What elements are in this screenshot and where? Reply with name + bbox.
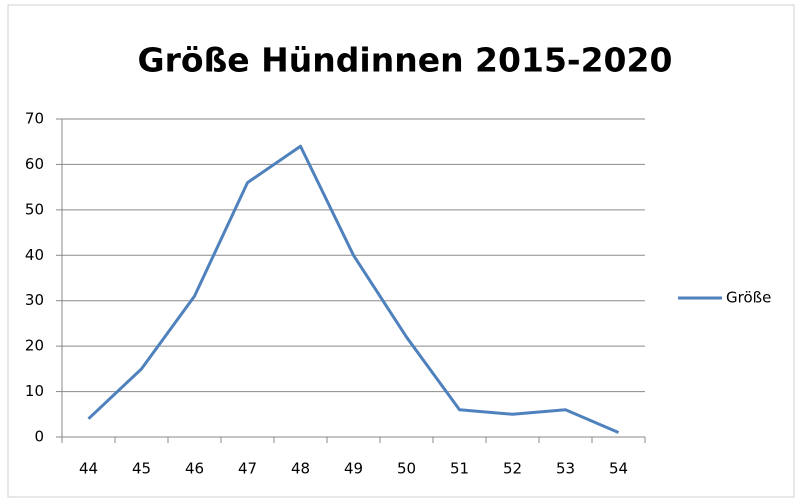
- x-tick-label: 51: [450, 460, 469, 478]
- x-tick-label: 53: [556, 460, 575, 478]
- y-tick-label: 10: [25, 382, 44, 400]
- y-tick-label: 0: [34, 428, 44, 446]
- chart-title: Größe Hündinnen 2015-2020: [138, 41, 673, 80]
- y-tick-label: 50: [25, 200, 44, 218]
- y-tick-label: 30: [25, 291, 44, 309]
- x-tick-label: 46: [185, 460, 204, 478]
- x-tick-label: 54: [609, 460, 628, 478]
- x-tick-label: 45: [132, 460, 151, 478]
- x-tick-label: 48: [291, 460, 310, 478]
- y-tick-label: 70: [25, 110, 44, 128]
- legend-label: Größe: [726, 289, 771, 307]
- x-tick-label: 50: [397, 460, 416, 478]
- y-tick-label: 20: [25, 337, 44, 355]
- x-tick-label: 49: [344, 460, 363, 478]
- x-tick-label: 52: [503, 460, 522, 478]
- chart-frame: [7, 4, 795, 498]
- y-tick-label: 60: [25, 155, 44, 173]
- x-tick-label: 44: [79, 460, 98, 478]
- x-tick-label: 47: [238, 460, 257, 478]
- y-tick-label: 40: [25, 246, 44, 264]
- data-line: [87, 144, 620, 434]
